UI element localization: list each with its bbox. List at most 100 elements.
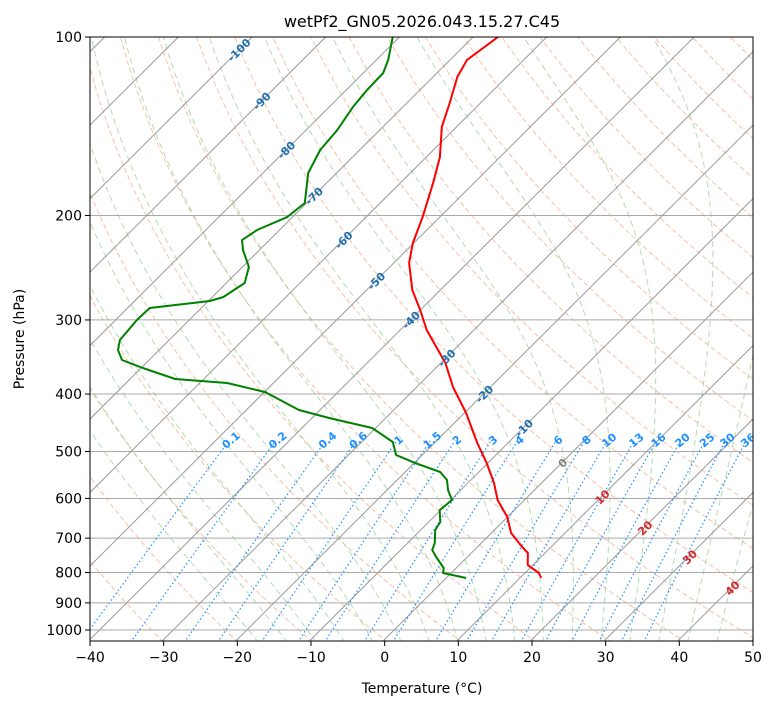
dry-adiabat — [119, 37, 611, 641]
dry-adiabat — [234, 37, 753, 594]
dry-adiabat — [90, 294, 387, 641]
moist-adiabat — [652, 37, 714, 641]
isotherm-label: -50 — [365, 269, 388, 292]
dewpoint-profile — [117, 37, 467, 579]
mixing-ratio-label: 2 — [450, 433, 464, 448]
mixing-ratio-line — [130, 440, 277, 641]
mixing-ratio-label: 10 — [599, 430, 619, 450]
y-tick-label: 800 — [55, 566, 82, 582]
mixing-ratio-label: 36 — [738, 430, 758, 450]
y-tick-label: 100 — [55, 30, 82, 46]
moist-adiabat — [90, 284, 345, 641]
x-tick-label: 40 — [670, 650, 688, 666]
mixing-ratio-line — [392, 440, 518, 641]
mixing-ratio-line — [620, 440, 726, 641]
plot-frame — [89, 36, 754, 642]
isotherm-label: 40 — [723, 578, 743, 598]
dry-adiabat — [90, 387, 313, 641]
dry-adiabat — [386, 37, 753, 422]
x-tick-label: 0 — [380, 650, 389, 666]
mixing-ratio-line — [520, 440, 635, 641]
dry-adiabat — [691, 37, 753, 100]
mixing-ratio-line — [571, 440, 681, 641]
moist-adiabat — [90, 338, 316, 641]
mixing-ratio-line — [544, 440, 657, 641]
isotherm-label: -80 — [275, 138, 298, 161]
dry-adiabat — [310, 37, 753, 506]
temperature-profile — [408, 37, 543, 579]
axes: −40 −30 −20 −10 0 10 20 30 40 5010020030040050060… — [46, 30, 762, 666]
dry-adiabat — [196, 37, 753, 639]
moist-adiabat — [90, 37, 430, 641]
isotherm — [90, 37, 621, 567]
moist-adiabat — [90, 141, 402, 641]
x-tick-label: 20 — [523, 650, 541, 666]
isotherm-label: -90 — [250, 89, 273, 112]
y-tick-label: 600 — [55, 491, 82, 507]
mixing-ratio-label: 0.6 — [347, 429, 371, 452]
dry-adiabat — [769, 37, 775, 643]
mixing-ratio-line — [435, 440, 557, 641]
isotherm-label: 30 — [680, 547, 700, 567]
dry-adiabat — [348, 37, 753, 464]
mixing-ratio-label: 13 — [627, 430, 647, 450]
y-tick-label: 700 — [55, 531, 82, 547]
moist-adiabat — [90, 385, 288, 641]
isotherm — [90, 37, 400, 347]
y-tick-label: 200 — [55, 209, 82, 225]
isotherm — [530, 418, 753, 641]
y-tick-label: 300 — [55, 313, 82, 329]
moist-adiabat — [331, 37, 574, 641]
moist-adiabat — [208, 37, 516, 641]
y-tick-label: 1000 — [46, 623, 82, 639]
mixing-ratio-line — [364, 440, 492, 641]
mixing-ratio-label: 6 — [551, 433, 565, 448]
moist-adiabat — [90, 429, 259, 641]
moist-adiabat — [716, 501, 753, 641]
dry-adiabat — [90, 65, 536, 641]
y-axis-label: Pressure (hPa) — [12, 289, 28, 389]
isotherm — [90, 37, 695, 641]
moist-adiabat — [162, 37, 487, 641]
background-lines — [90, 37, 775, 643]
mixing-ratio-label: 1.5 — [421, 429, 444, 451]
isotherm — [382, 271, 753, 641]
x-tick-label: 10 — [449, 650, 467, 666]
isotherm — [751, 638, 753, 641]
moist-adiabat — [124, 37, 459, 641]
dry-adiabat — [158, 37, 686, 641]
mixing-ratio-line — [324, 440, 456, 641]
dry-adiabat — [424, 37, 753, 380]
y-tick-label: 900 — [55, 596, 82, 612]
dry-adiabat — [653, 37, 753, 140]
y-tick-label: 500 — [55, 444, 82, 460]
y-tick-label: 400 — [55, 387, 82, 403]
mixing-ratio-label: 20 — [673, 430, 693, 450]
dry-adiabat — [90, 475, 238, 641]
isotherm — [309, 197, 753, 641]
isotherm-label: -20 — [473, 382, 496, 405]
chart-title: wetPf2_GN05.2026.043.15.27.C45 — [284, 12, 560, 32]
mixing-ratio-line — [466, 440, 585, 641]
isotherm — [603, 491, 753, 641]
isotherm-label: -60 — [332, 228, 355, 251]
x-tick-label: −40 — [75, 650, 105, 666]
isotherm — [90, 37, 327, 273]
x-tick-label: 30 — [597, 650, 615, 666]
isotherm-label: 20 — [635, 518, 655, 538]
moist-adiabat — [90, 220, 373, 641]
mixing-ratio-label: 25 — [697, 430, 717, 450]
isotherm — [90, 37, 474, 420]
mixing-ratio-line — [184, 440, 326, 641]
moist-adiabat — [687, 352, 753, 641]
isotherm-label: -40 — [400, 308, 423, 331]
isotherm-label: -100 — [225, 36, 254, 65]
isotherm — [456, 344, 753, 641]
x-tick-label: 50 — [744, 650, 762, 666]
mixing-ratio-line — [490, 440, 608, 641]
mixing-ratio-line — [261, 440, 397, 641]
mixing-ratio-line — [90, 440, 230, 631]
x-tick-label: −20 — [223, 650, 253, 666]
dry-adiabat — [615, 37, 753, 179]
dry-adiabat — [90, 560, 163, 641]
